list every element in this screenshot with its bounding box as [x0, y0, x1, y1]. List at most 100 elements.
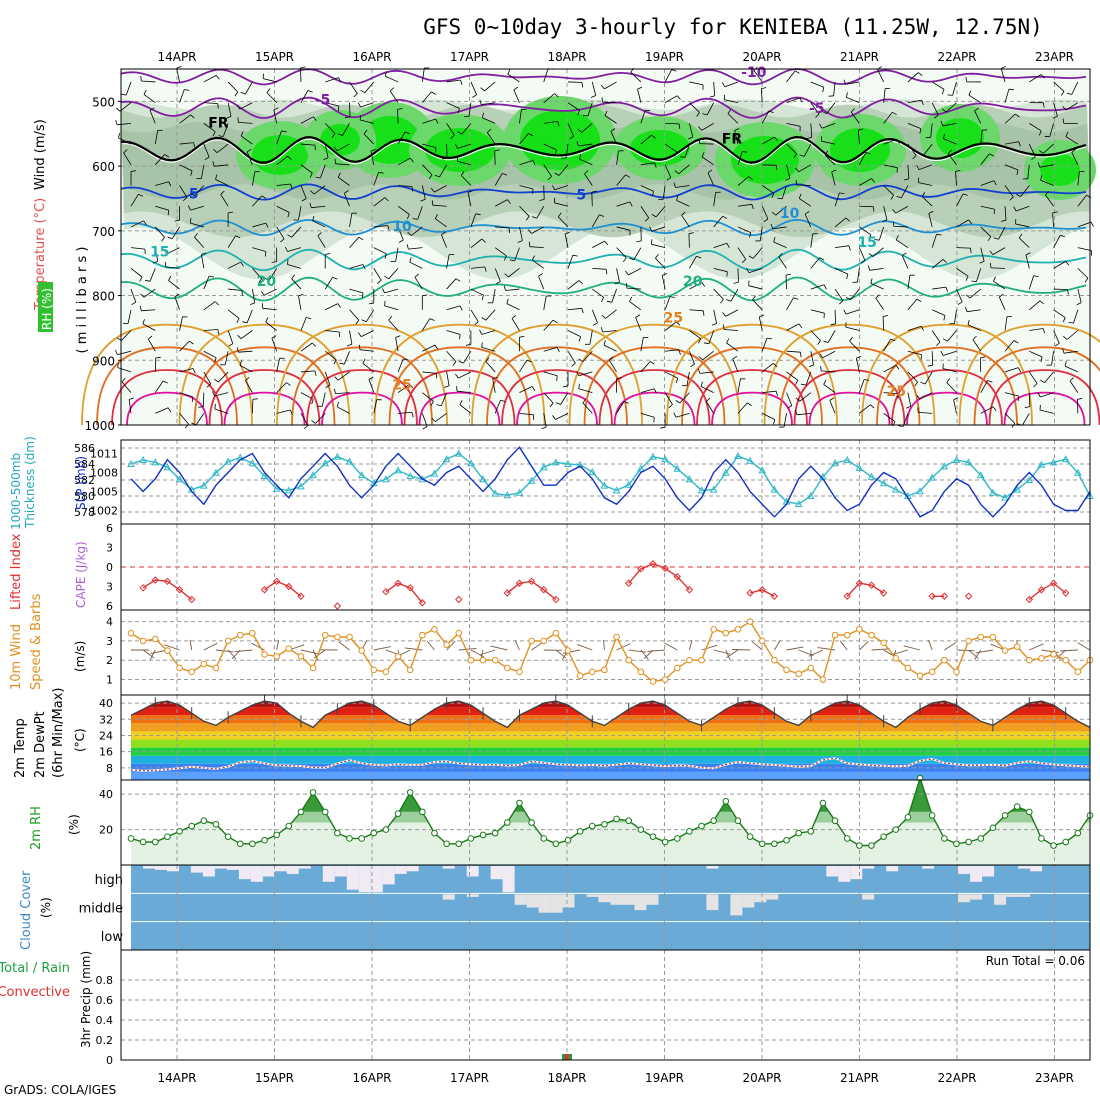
wind-barb-flag: [690, 363, 695, 368]
wind-barb: [1004, 340, 1015, 352]
wind-barb-flag: [823, 284, 827, 290]
rh-line-marker: [176, 828, 183, 835]
thickness-ytick-label: 578: [74, 506, 95, 519]
cloud-middle-bar: [598, 894, 611, 903]
wind-barb: [179, 316, 183, 331]
wind-barb: [762, 136, 775, 145]
diurnal-contour: [388, 346, 531, 426]
wind-barb: [761, 206, 769, 220]
wind-barb-flag: [795, 180, 798, 186]
wind-barb-flag: [577, 110, 580, 116]
wind-barb-flag: [457, 131, 463, 135]
wind-barb: [810, 351, 815, 365]
thickness-line-marker: [1001, 493, 1009, 501]
wind-speed-line-marker: [843, 631, 851, 639]
wind-barb-flag: [968, 90, 972, 96]
wind-barb: [142, 323, 156, 331]
contour-label: FR: [722, 131, 743, 147]
wind-barb: [1077, 247, 1092, 251]
wind-barb-flag: [284, 246, 288, 252]
thickness-line-marker: [297, 482, 305, 490]
thickness-ylabel: 1000-500mb: [9, 453, 23, 530]
wind-barb-flag: [325, 384, 331, 388]
bottom-date-label: 17APR: [450, 1071, 489, 1085]
wind-barb: [179, 164, 193, 172]
wind-barb: [300, 185, 307, 199]
wind-barb: [829, 400, 836, 414]
lifted-index-line-marker: [1049, 579, 1058, 587]
temp-band: [131, 747, 1090, 756]
wind-barb: [713, 267, 728, 273]
wind-barb: [203, 275, 210, 290]
contour-label: 10: [780, 206, 800, 222]
wind-barb: [495, 226, 510, 229]
wind-barb: [966, 309, 981, 313]
wind-barb: [761, 337, 768, 352]
precip-ytick-label: 0: [106, 1054, 113, 1067]
wind-barb-flag: [271, 261, 277, 263]
wind-barb: [263, 78, 277, 83]
wind-barb-flag: [800, 352, 802, 358]
wind-barb: [858, 130, 860, 145]
wind-barb: [947, 330, 957, 342]
wind-barb-flag: [934, 114, 939, 119]
wind-barb: [1053, 261, 1066, 269]
wind-barb-flag: [161, 237, 165, 242]
wind-barb: [252, 195, 263, 207]
wind-barb: [587, 102, 593, 117]
wind-speed-line-marker: [807, 664, 815, 672]
wind-barb: [918, 182, 933, 186]
sfc-wind-barb: [688, 639, 693, 651]
sfc-wind-barb: [725, 649, 731, 660]
wind-barb-flag: [635, 314, 641, 318]
wind-barb: [271, 337, 278, 352]
sfc-wind-barb: [313, 649, 326, 659]
thickness-line-marker: [212, 468, 220, 476]
wind-barb: [384, 288, 399, 294]
lifted-index-line-marker: [333, 602, 342, 610]
wind-barb-flag: [666, 177, 672, 181]
wind-barb: [349, 81, 358, 94]
wind-barb: [1065, 136, 1079, 145]
wind-barb-flag: [571, 362, 576, 367]
wind-barb: [519, 185, 534, 190]
sfc-wind-barb: [891, 649, 909, 656]
wind-speed-line-marker: [431, 626, 438, 633]
wind-barb: [317, 235, 326, 248]
sfc-wind-barb: [203, 642, 218, 651]
wind-barb: [626, 287, 641, 290]
cloud-row-label-middle: middle: [79, 902, 123, 917]
wind-barb: [543, 371, 558, 377]
wind-barb: [227, 235, 236, 248]
temp-ylabel: 2m Temp: [13, 718, 28, 778]
sfc-wind-barb: [603, 639, 605, 651]
wind-barb-flag: [460, 171, 465, 176]
wind-barb-flag: [345, 116, 351, 119]
dewpt-line: [130, 757, 1091, 772]
wind-speed-line-marker: [637, 668, 645, 676]
wind-barb-flag: [726, 299, 732, 302]
sfc-wind-barb: [903, 645, 921, 651]
wind-barb: [446, 123, 455, 136]
wind-barb-flag: [1024, 406, 1030, 408]
thickness-line-marker: [843, 455, 852, 463]
rh-line-marker: [164, 833, 171, 840]
wind-barb-flag: [726, 338, 730, 344]
wind-barb-flag: [1016, 193, 1021, 197]
wind-barb-flag: [167, 210, 170, 216]
cloud-middle-bar: [706, 894, 719, 911]
wind-barb: [883, 365, 897, 373]
wind-barb-flag: [1008, 88, 1014, 91]
wind-speed-line-marker: [892, 654, 900, 662]
wind-barb-flag: [1015, 113, 1020, 118]
wind-barb: [446, 254, 450, 269]
upper-ytick-label: 900: [92, 354, 115, 368]
rh-line-marker: [686, 828, 693, 835]
wind-barb-flag: [431, 91, 436, 95]
rh-line-marker: [856, 842, 863, 849]
wind-barb-flag: [310, 190, 315, 195]
wind-barb-flag: [698, 368, 701, 374]
contour-5: [120, 183, 1087, 201]
wind-barb: [532, 259, 544, 269]
wind-barb-flag: [920, 326, 924, 331]
